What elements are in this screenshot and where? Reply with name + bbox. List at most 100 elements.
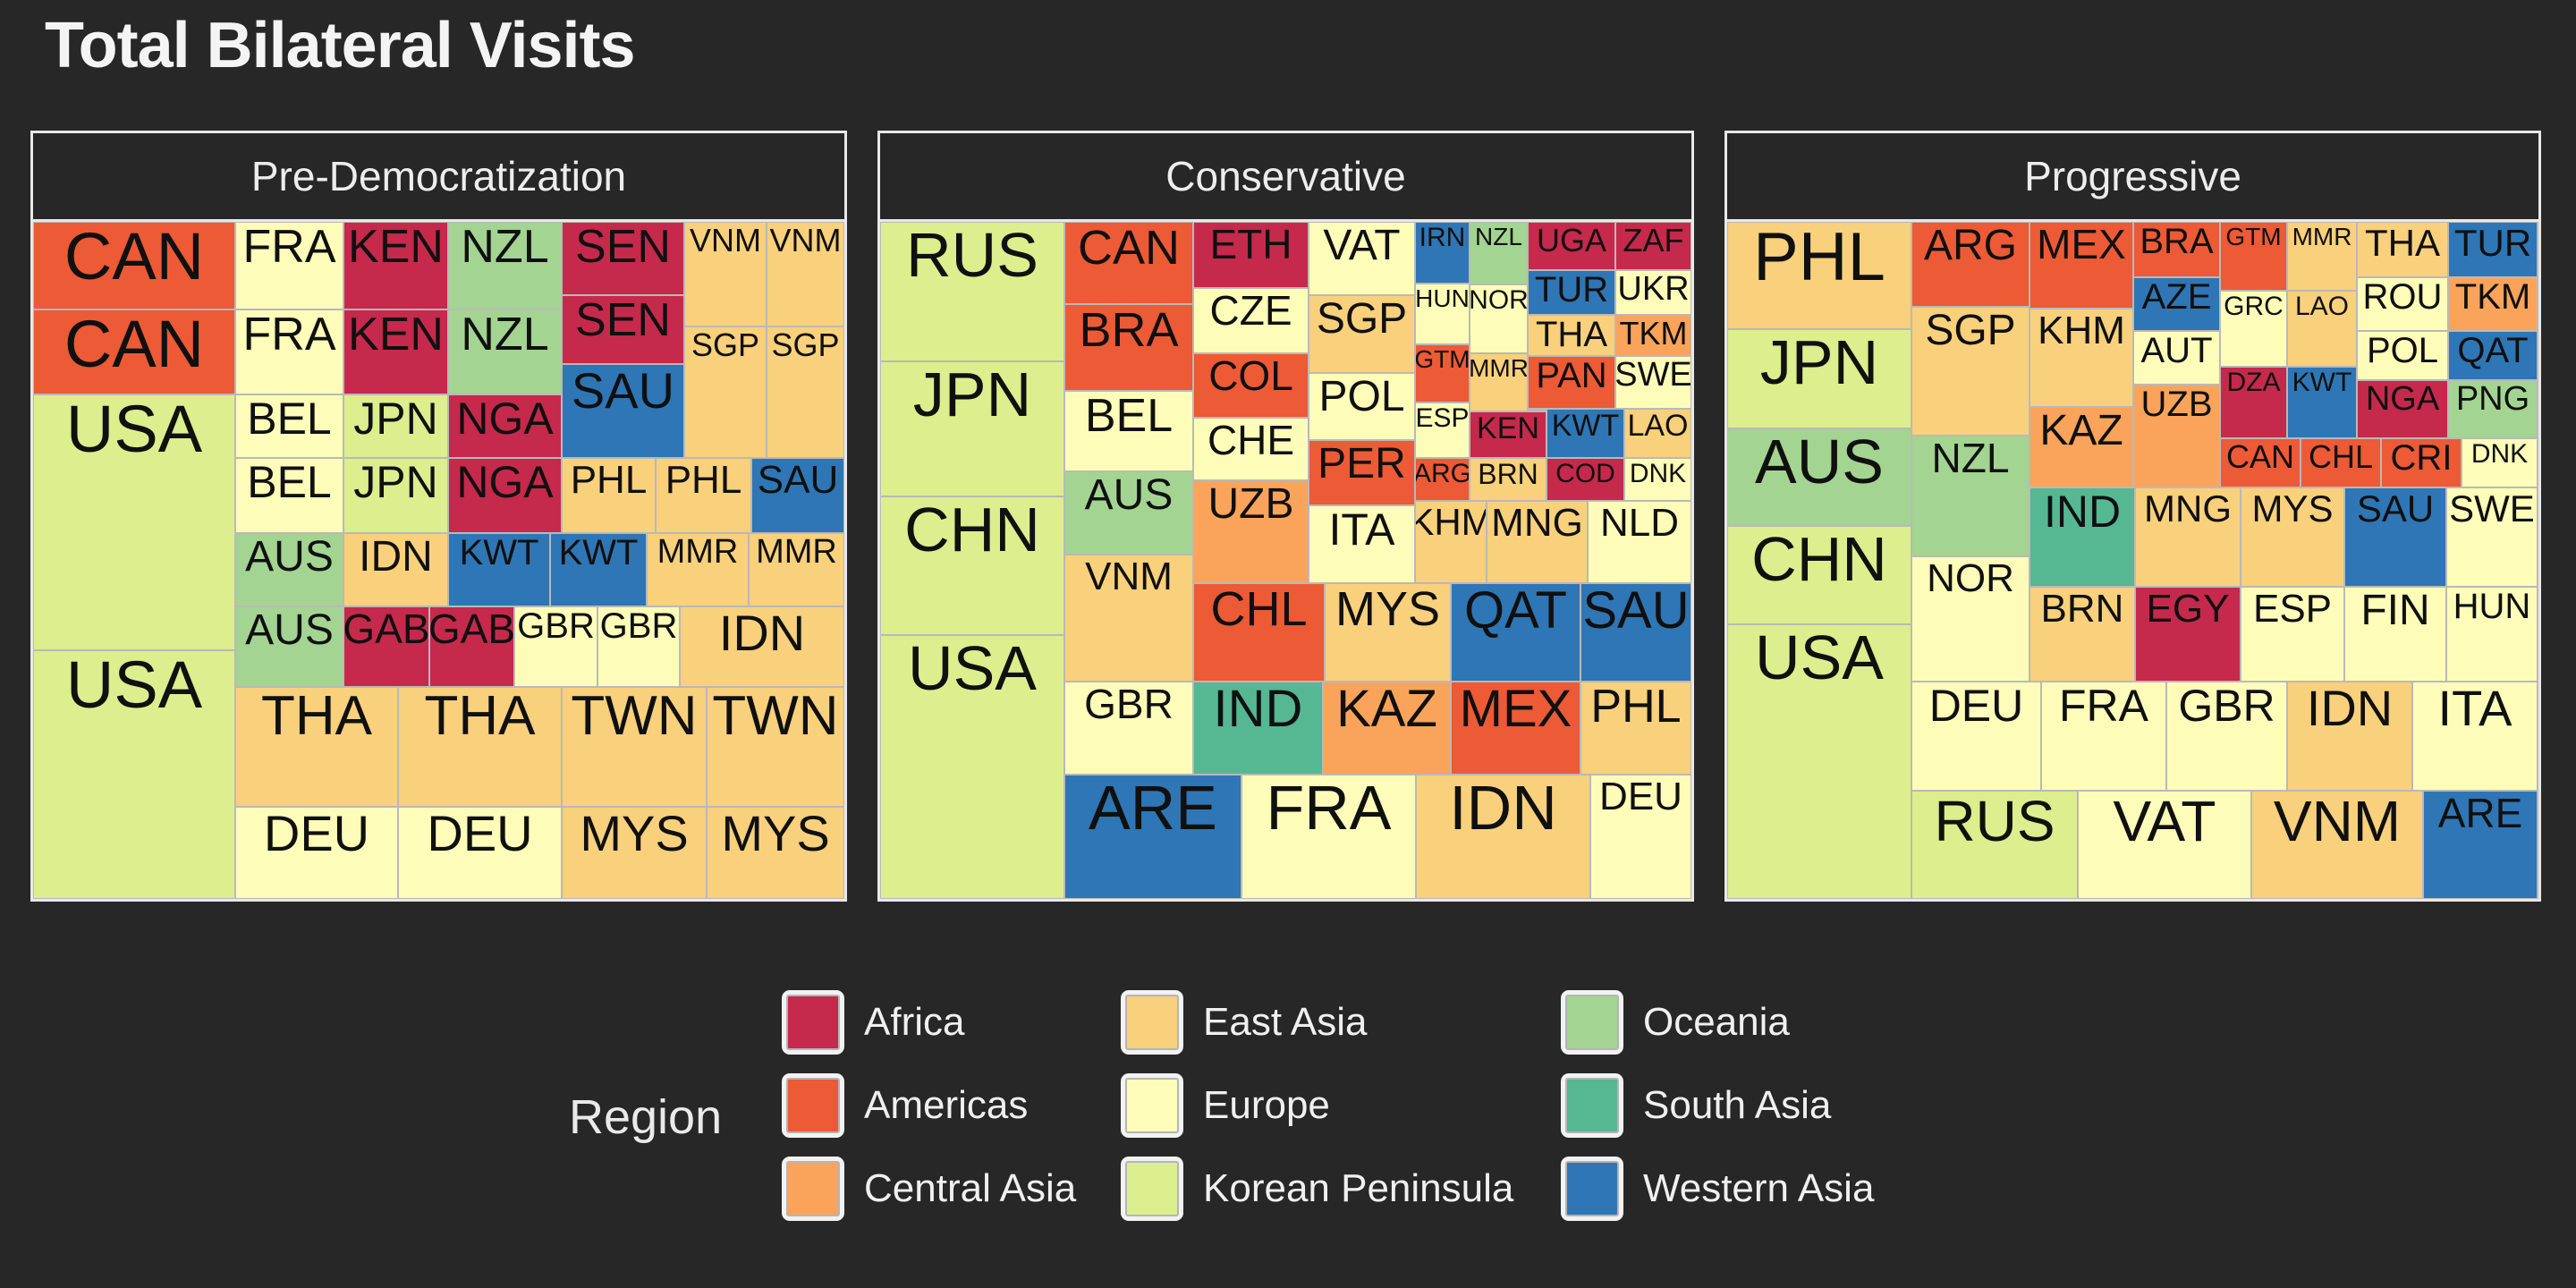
treemap-tile-tkm: TKM [2448, 277, 2538, 331]
treemap-tile-fra: FRA [1241, 775, 1416, 899]
treemap-tile-idn: IDN [343, 533, 448, 606]
treemap-tile-vnm: VNM [1064, 555, 1193, 682]
treemap-tile-mmr: MMR [2287, 222, 2357, 291]
treemap-tile-esp: ESP [1415, 402, 1470, 458]
treemap-tile-tha: THA [1528, 315, 1615, 356]
treemap-tile-sen: SEN [562, 295, 684, 364]
treemap-tile-aus: AUS [1727, 428, 1911, 526]
legend-swatch-europe [1121, 1073, 1183, 1138]
treemap-tile-idn: IDN [680, 606, 844, 687]
treemap-tile-are: ARE [2423, 791, 2538, 899]
treemap-tile-hun: HUN [1415, 284, 1470, 344]
treemap-tile-tha: THA [2357, 222, 2448, 277]
legend-item-label: Western Asia [1643, 1166, 1875, 1210]
treemap-tile-col: COL [1193, 353, 1309, 418]
treemap-tile-jpn: JPN [1727, 329, 1911, 428]
treemap-tile-mys: MYS [707, 807, 844, 899]
legend-item-south_asia: South Asia [1561, 1072, 1874, 1139]
treemap-tile-khm: KHM [2029, 309, 2133, 407]
legend-swatch-fill [1125, 995, 1179, 1050]
treemap-tile-eth: ETH [1193, 222, 1309, 288]
treemap-tile-aus: AUS [235, 533, 343, 606]
legend-item-oceania: Oceania [1561, 989, 1874, 1055]
treemap-tile-nga: NGA [448, 458, 562, 533]
treemap-tile-tha: THA [398, 687, 562, 807]
treemap-tile-uga: UGA [1528, 222, 1615, 270]
treemap-tile-swe: SWE [1615, 356, 1691, 409]
treemap-tile-pan: PAN [1528, 356, 1615, 409]
treemap-tile-egy: EGY [2135, 587, 2241, 682]
legend-item-korean_peninsula: Korean Peninsula [1121, 1156, 1513, 1222]
treemap-tile-phl: PHL [562, 458, 656, 533]
treemap-tile-mys: MYS [2241, 487, 2344, 587]
page-title: Total Bilateral Visits [45, 10, 636, 81]
treemap-tile-nzl: NZL [448, 309, 562, 394]
treemap-tile-cze: CZE [1193, 288, 1309, 353]
treemap-tile-gab: GAB [429, 606, 514, 687]
treemap-tile-png: PNG [2448, 380, 2538, 438]
treemap-tile-vat: VAT [1309, 222, 1415, 295]
treemap-tile-mng: MNG [2135, 487, 2241, 587]
treemap-tile-qat: QAT [2448, 331, 2538, 380]
treemap-tile-can: CAN [2220, 438, 2301, 487]
legend-item-central_asia: Central Asia [782, 1156, 1076, 1222]
treemap-tile-irn: IRN [1415, 222, 1470, 284]
treemap-tile-vnm: VNM [767, 222, 844, 326]
treemap-tile-twn: TWN [562, 687, 707, 807]
legend-item-label: Korean Peninsula [1203, 1166, 1514, 1210]
panel-pre-democratization: Pre-Democratization CAN CAN USA USA FRA FRA KE… [30, 131, 847, 902]
legend-swatch-fill [1565, 1078, 1619, 1133]
treemap-tile-dnk: DNK [1624, 458, 1691, 501]
treemap-tile-sau: SAU [1580, 583, 1691, 682]
treemap-tile-mys: MYS [1325, 583, 1451, 682]
legend-swatch-south_asia [1561, 1073, 1623, 1138]
legend-item-europe: Europe [1121, 1072, 1513, 1139]
panel-title: Conservative [1165, 153, 1406, 199]
treemap-tile-khm: KHM [1415, 501, 1487, 583]
treemap-tile-tkm: TKM [1615, 315, 1691, 356]
legend-item-africa: Africa [782, 989, 1076, 1055]
legend-swatch-east_asia [1121, 990, 1183, 1055]
treemap-tile-aus: AUS [235, 606, 343, 687]
treemap-tile-nzl: NZL [1911, 436, 2029, 556]
treemap-tile-dza: DZA [2220, 367, 2287, 438]
treemap-tile-aut: AUT [2133, 331, 2220, 385]
treemap-tile-sgp: SGP [1309, 295, 1415, 373]
treemap-tile-fra: FRA [235, 222, 343, 309]
treemap-tile-mmr: MMR [647, 533, 749, 606]
treemap-tile-can: CAN [33, 309, 235, 394]
legend-item-label: Central Asia [864, 1166, 1077, 1210]
treemap-tile-gab: GAB [343, 606, 429, 687]
treemap-tile-aus: AUS [1064, 471, 1193, 555]
panel-header-progressive: Progressive [1727, 133, 2538, 222]
treemap-tile-rou: ROU [2357, 277, 2448, 331]
treemap-tile-kwt: KWT [550, 533, 647, 606]
legend-swatch-africa [782, 990, 844, 1055]
treemap-tile-tur: TUR [1528, 270, 1615, 315]
treemap-tile-ken: KEN [343, 222, 448, 309]
treemap-tile-twn: TWN [707, 687, 844, 807]
treemap-tile-arg: ARG [1911, 222, 2029, 307]
treemap-tile-gtm: GTM [2220, 222, 2287, 291]
legend-item-east_asia: East Asia [1121, 989, 1513, 1055]
treemap-tile-zaf: ZAF [1615, 222, 1691, 270]
treemap-tile-tur: TUR [2448, 222, 2538, 277]
legend-swatch-fill [1125, 1078, 1179, 1133]
treemap-tile-sau: SAU [2344, 487, 2446, 587]
treemap-tile-kaz: KAZ [1323, 682, 1451, 775]
treemap-tile-gbr: GBR [1064, 682, 1193, 775]
treemap-tile-phl: PHL [656, 458, 751, 533]
treemap-tile-fra: FRA [2041, 682, 2166, 791]
treemap-tile-arg: ARG [1415, 458, 1470, 501]
treemap-tile-ken: KEN [1470, 411, 1546, 458]
treemap-pre-democratization: CAN CAN USA USA FRA FRA KEN KEN NZL NZL SEN SEN VNM V… [33, 222, 844, 899]
treemap-tile-jpn: JPN [343, 394, 448, 458]
treemap-tile-lao: LAO [2287, 291, 2357, 367]
treemap-tile-chl: CHL [1193, 583, 1325, 682]
treemap-tile-usa: USA [1727, 624, 1911, 899]
treemap-tile-vnm: VNM [2251, 791, 2423, 899]
legend-swatch-western_asia [1561, 1157, 1623, 1221]
legend-item-americas: Americas [782, 1072, 1076, 1139]
treemap-tile-idn: IDN [1416, 775, 1590, 899]
treemap-tile-gbr: GBR [2166, 682, 2287, 791]
